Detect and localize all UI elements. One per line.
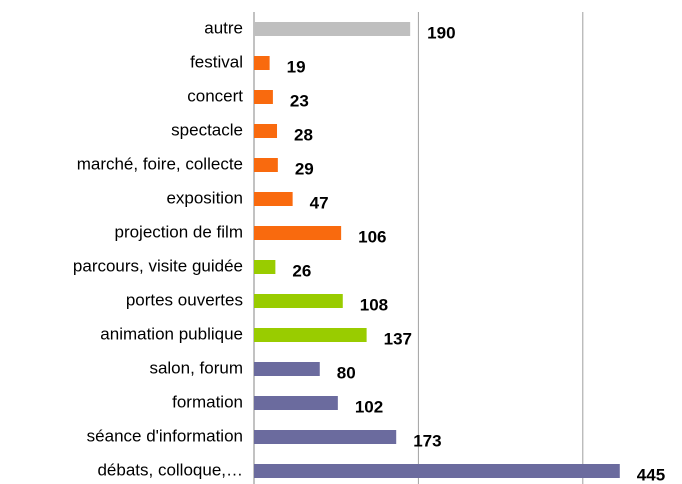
bar (254, 328, 367, 342)
y-tick-label: concert (187, 86, 243, 105)
value-label: 26 (292, 261, 311, 280)
y-tick-label: portes ouvertes (126, 290, 243, 309)
value-label: 173 (413, 431, 441, 450)
y-tick-label: spectacle (171, 120, 243, 139)
value-label: 102 (355, 397, 383, 416)
bar (254, 226, 342, 240)
bar (254, 90, 273, 104)
bar (254, 56, 270, 70)
bar (254, 158, 278, 172)
value-label: 23 (290, 91, 309, 110)
bar (254, 192, 293, 206)
bar (254, 124, 278, 138)
value-label: 80 (337, 363, 356, 382)
bar (254, 464, 620, 478)
y-tick-label: animation publique (100, 324, 243, 343)
y-tick-label: salon, forum (149, 358, 243, 377)
y-tick-label: projection de film (114, 222, 243, 241)
y-tick-label: autre (204, 18, 243, 37)
y-tick-label: marché, foire, collecte (77, 154, 243, 173)
y-tick-label: débats, colloque,… (97, 460, 243, 479)
y-tick-label: festival (190, 52, 243, 71)
bar (254, 396, 338, 410)
value-label: 29 (295, 159, 314, 178)
value-label: 137 (384, 329, 412, 348)
bar (254, 260, 276, 274)
bar (254, 22, 411, 36)
bar (254, 362, 320, 376)
value-label: 445 (637, 465, 665, 484)
value-label: 47 (310, 193, 329, 212)
value-label: 108 (360, 295, 388, 314)
y-tick-label: exposition (166, 188, 243, 207)
value-label: 190 (427, 23, 455, 42)
value-label: 28 (294, 125, 313, 144)
value-label: 106 (358, 227, 386, 246)
y-tick-label: séance d'information (87, 426, 243, 445)
y-tick-label: formation (172, 392, 243, 411)
bar (254, 430, 397, 444)
y-tick-label: parcours, visite guidée (73, 256, 243, 275)
bar (254, 294, 343, 308)
value-label: 19 (287, 57, 306, 76)
